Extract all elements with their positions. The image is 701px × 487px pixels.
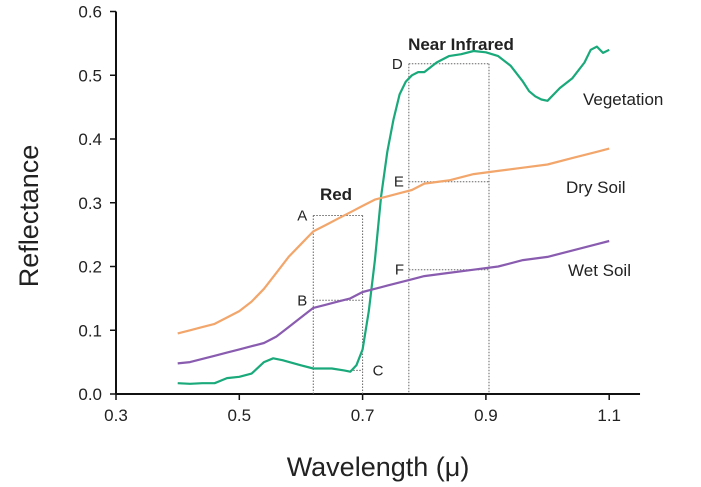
series-label-wet-soil: Wet Soil (568, 261, 631, 280)
series-line-wet-soil (177, 239, 610, 365)
y-tick-label: 0.1 (78, 321, 102, 340)
point-label-c: C (373, 362, 384, 379)
x-axis-title: Wavelength (μ) (287, 452, 470, 482)
x-tick-label: 0.7 (351, 406, 375, 425)
band-guides (312, 63, 490, 394)
y-tick-label: 0.0 (78, 385, 102, 404)
series-label-vegetation: Vegetation (583, 90, 663, 109)
series-line-vegetation (177, 45, 610, 385)
chart-labels: Vegetation Dry Soil Wet Soil Red Near Infrar… (297, 35, 663, 379)
point-label-f: F (395, 262, 404, 279)
y-axis-title: Reflectance (14, 145, 44, 288)
point-label-d: D (392, 56, 403, 73)
y-tick-label: 0.5 (78, 66, 102, 85)
point-label-e: E (394, 174, 404, 191)
band-label-red: Red (320, 185, 352, 204)
x-tick-label: 0.9 (474, 406, 498, 425)
point-label-b: B (297, 292, 307, 309)
series-line-dry-soil (177, 147, 610, 335)
point-label-a: A (297, 208, 307, 225)
y-tick-label: 0.2 (78, 258, 102, 277)
y-tick-label: 0.6 (78, 3, 102, 22)
series-label-dry-soil: Dry Soil (566, 178, 626, 197)
y-tick-label: 0.4 (78, 130, 102, 149)
axes: 0.0 0.1 0.2 0.3 0.4 0.5 0.6 0.3 0.5 0.7 0.9 1.1 (78, 3, 641, 425)
band-label-near-infrared: Near Infrared (408, 35, 514, 54)
x-tick-label: 0.5 (227, 406, 251, 425)
y-tick-label: 0.3 (78, 194, 102, 213)
x-tick-label: 1.1 (597, 406, 621, 425)
x-tick-label: 0.3 (104, 406, 128, 425)
series-lines (177, 45, 610, 385)
